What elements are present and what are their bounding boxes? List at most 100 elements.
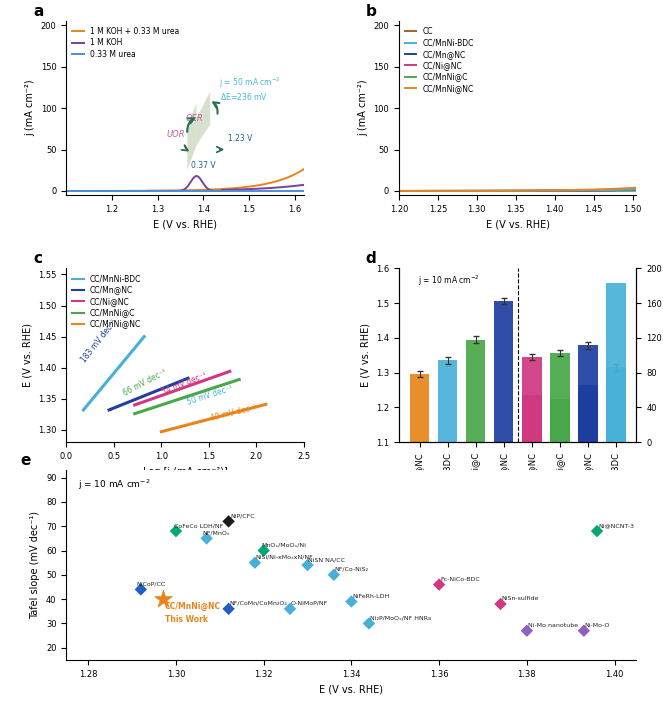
CC/MnNi-BDC [497,187,505,195]
Text: OER: OER [186,114,204,123]
CC/MnNi@C [633,187,640,195]
Point [591,526,602,537]
Point [579,625,589,636]
Point [259,545,269,556]
Legend: CC, CC/MnNi-BDC, CC/Mn@NC, CC/Ni@NC, CC/MnNi@C, CC/MnNi@NC: CC, CC/MnNi-BDC, CC/Mn@NC, CC/Ni@NC, CC/… [402,25,476,95]
Text: This Work: This Work [165,615,208,624]
Y-axis label: Tafel slope (mV dec⁻¹): Tafel slope (mV dec⁻¹) [30,511,40,619]
CC [633,185,640,194]
Text: j = 50 mA cm$^{-2}$: j = 50 mA cm$^{-2}$ [219,75,281,90]
Bar [578,345,597,702]
CC/MnNi@NC [633,183,640,192]
Legend: CC/MnNi-BDC, CC/Mn@NC, CC/Ni@NC, CC/MnNi@C, CC/MnNi@NC: CC/MnNi-BDC, CC/Mn@NC, CC/Ni@NC, CC/MnNi… [70,272,144,331]
Text: NF/Co-NiS₂: NF/Co-NiS₂ [335,567,369,572]
Line: CC/Ni@NC: CC/Ni@NC [395,190,636,191]
Text: e: e [21,453,31,468]
Text: NiSn-sulfide: NiSn-sulfide [501,596,539,601]
X-axis label: E (V vs. RHE): E (V vs. RHE) [153,220,217,230]
Text: Ni-Mo nanotube: Ni-Mo nanotube [528,623,578,628]
CC/Mn@NC [391,187,399,195]
CC/MnNi-BDC [391,187,399,195]
Legend: 1 M KOH + 0.33 M urea, 1 M KOH, 0.33 M urea: 1 M KOH + 0.33 M urea, 1 M KOH, 0.33 M u… [70,25,182,61]
CC/MnNi-BDC [557,187,565,195]
Point [284,603,295,614]
Text: NiP/CFC: NiP/CFC [230,513,255,519]
Bar [494,301,513,702]
Text: CC/MnNi@NC: CC/MnNi@NC [165,602,221,611]
Polygon shape [196,91,210,145]
Text: 66 mV dec⁻¹: 66 mV dec⁻¹ [122,367,168,397]
Bar [438,360,457,702]
X-axis label: E (V vs. RHE): E (V vs. RHE) [320,684,383,694]
Point [346,596,357,607]
CC/MnNi@C [579,187,587,195]
Text: Ni@NCNT-3: Ni@NCNT-3 [598,523,634,528]
CC/Mn@NC [497,187,505,195]
CC/Mn@NC [633,185,640,194]
Point [495,598,506,609]
CC/MnNi@NC [583,185,591,194]
CC/Ni@NC [489,187,497,195]
Text: 0.37 V: 0.37 V [190,161,215,170]
Text: Ni₂P/MoOₓ/NF HNRs: Ni₂P/MoOₓ/NF HNRs [370,616,431,621]
Point [135,584,146,595]
Text: d: d [366,251,377,267]
Text: 183 mV dec⁻¹: 183 mV dec⁻¹ [80,317,119,364]
CC/Ni@NC [557,187,565,195]
Point [249,557,260,569]
CC/Ni@NC [633,186,640,194]
Text: 1.23 V: 1.23 V [229,134,253,143]
Text: UOR: UOR [167,130,186,139]
Text: O-NiMoP/NF: O-NiMoP/NF [291,601,328,606]
Text: NiFeRh-LDH: NiFeRh-LDH [352,594,390,599]
Text: b: b [366,4,377,20]
CC/MnNi@C [391,187,399,195]
Line: CC/Mn@NC: CC/Mn@NC [395,190,636,191]
Point [202,533,212,544]
Text: j = 10 mA cm$^{-2}$: j = 10 mA cm$^{-2}$ [78,478,151,492]
Text: NiSN NA/CC: NiSN NA/CC [308,557,345,562]
Y-axis label: j (mA cm⁻²): j (mA cm⁻²) [25,80,35,136]
CC/Ni@NC [391,187,399,195]
CC/MnNi@C [489,187,497,195]
Y-axis label: j (mA cm⁻²): j (mA cm⁻²) [358,80,368,136]
CC/Mn@NC [416,187,424,195]
Point [434,579,444,590]
CC/MnNi@C [416,187,424,195]
Text: NiSi/Ni-xMoₓxN/NF: NiSi/Ni-xMoₓxN/NF [256,555,314,559]
Bar [606,283,626,442]
Text: MnOₓ/MoOₓ/Ni: MnOₓ/MoOₓ/Ni [261,543,306,548]
Text: NF/MnOₓ: NF/MnOₓ [202,531,230,536]
CC/MnNi@NC [557,186,565,194]
Text: Ni-Mo-O: Ni-Mo-O [585,623,610,628]
Point [170,526,181,537]
Text: j = 10 mA cm$^{-2}$: j = 10 mA cm$^{-2}$ [418,274,479,288]
Point [223,516,234,527]
Y-axis label: E (V vs. RHE): E (V vs. RHE) [361,323,371,388]
CC/MnNi-BDC [583,186,591,194]
Text: a: a [33,4,43,20]
Bar [522,357,542,702]
CC/Ni@NC [497,187,505,195]
Y-axis label: E (V vs. RHE): E (V vs. RHE) [23,323,32,388]
Point [522,625,532,636]
CC/Mn@NC [579,186,587,194]
Text: 40 mV dec⁻¹: 40 mV dec⁻¹ [209,403,257,423]
Text: 54 mV dec⁻¹: 54 mV dec⁻¹ [160,371,208,397]
Bar [410,373,430,702]
CC/MnNi@C [583,187,591,195]
Point [158,593,168,604]
CC/MnNi@C [497,187,505,195]
CC/MnNi@NC [416,187,424,195]
Text: CoFeCo LDH/NF: CoFeCo LDH/NF [174,523,223,528]
CC/MnNi@NC [579,185,587,194]
Point [302,559,313,571]
CC/MnNi-BDC [633,185,640,194]
Bar [606,367,626,702]
Bar [550,399,570,442]
Point [363,618,374,629]
Line: CC: CC [395,190,636,191]
CC/MnNi@NC [489,187,497,195]
Text: 50 mV dec⁻¹: 50 mV dec⁻¹ [186,383,234,407]
Text: Fc-NiCo-BDC: Fc-NiCo-BDC [440,576,480,582]
